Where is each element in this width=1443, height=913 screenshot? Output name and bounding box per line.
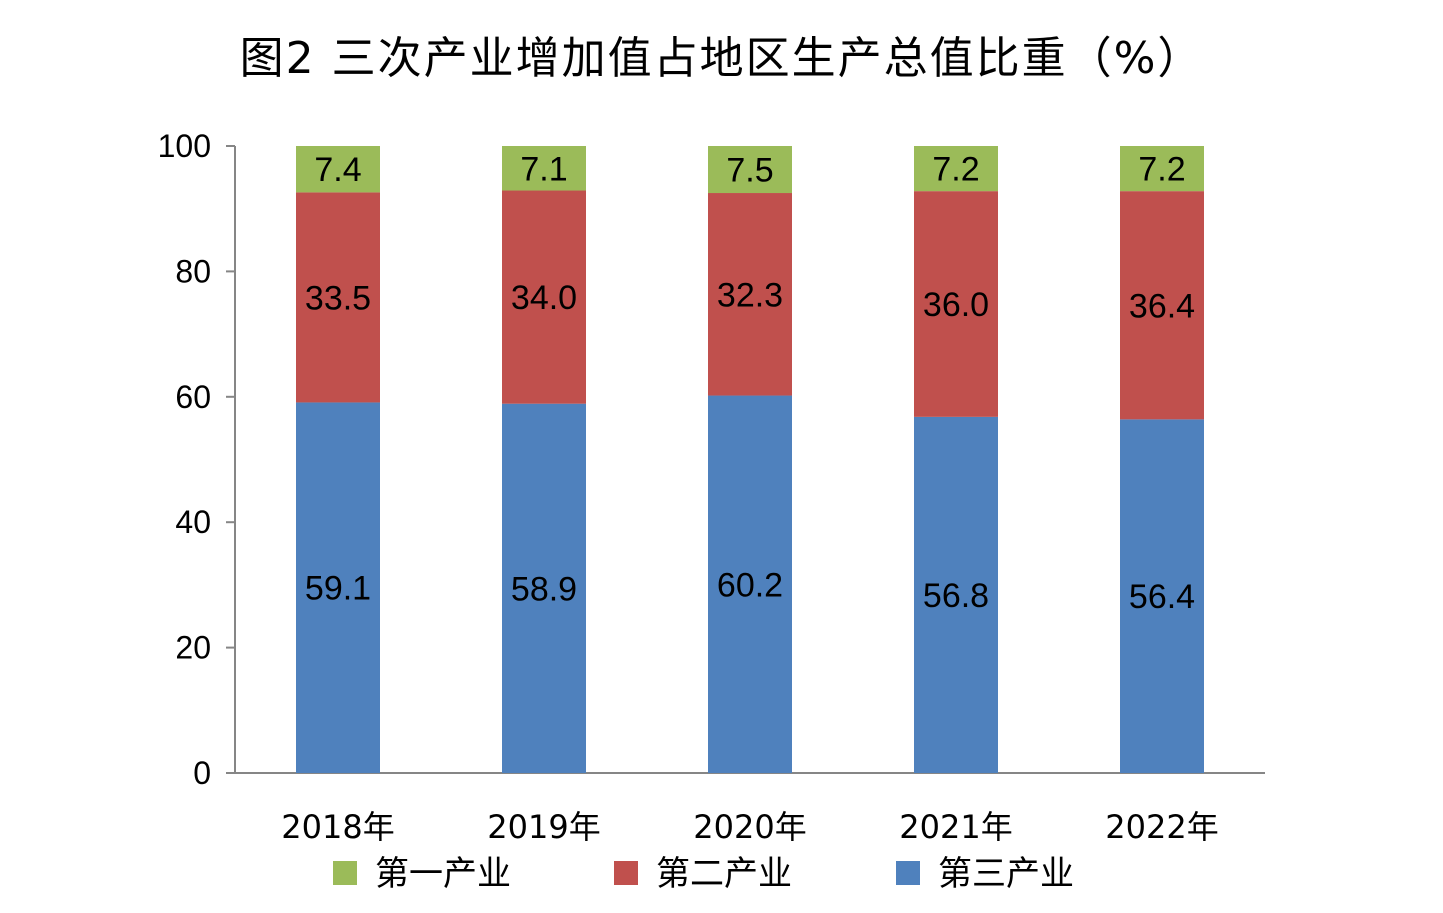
data-labels: 59.1 33.5 7.4 58.9 34.0 7.1 60.2 32.3 7.5 56.8 36.… [305, 150, 1195, 616]
data-label: 36.0 [923, 286, 989, 324]
bar-segment [296, 146, 380, 193]
bar-segment [296, 402, 380, 773]
y-tick-label: 20 [175, 630, 211, 666]
y-tick-label: 80 [175, 253, 211, 289]
legend: 第一产业 第二产业 第三产业 [333, 854, 1074, 894]
data-label: 7.4 [314, 151, 361, 189]
bar-segment [708, 193, 792, 396]
data-label: 7.2 [932, 151, 979, 189]
data-label: 7.1 [520, 150, 567, 188]
y-tick-label: 40 [175, 504, 211, 540]
bar-segment [502, 403, 586, 773]
bar-segment [914, 191, 998, 417]
x-tick-label: 2020年 [693, 808, 806, 846]
bar-segment [914, 416, 998, 773]
bar-segment [502, 146, 586, 191]
data-label: 34.0 [511, 279, 577, 317]
bar-segment [296, 192, 380, 403]
legend-swatch [333, 861, 357, 885]
data-label: 7.5 [726, 152, 773, 190]
x-tick-label: 2022年 [1105, 808, 1218, 846]
data-label: 33.5 [305, 279, 371, 317]
bar-segment [708, 146, 792, 194]
data-label: 56.8 [923, 577, 989, 615]
legend-swatch [896, 861, 920, 885]
bar-segment [1120, 419, 1204, 773]
data-label: 32.3 [717, 276, 783, 314]
x-tick-label: 2018年 [281, 808, 394, 846]
bar-segment [1120, 191, 1204, 420]
x-tick-label: 2019年 [487, 808, 600, 846]
bars [296, 146, 1204, 773]
data-label: 7.2 [1138, 151, 1185, 189]
bar-segment [1120, 146, 1204, 192]
data-label: 36.4 [1129, 287, 1195, 325]
legend-label: 第二产业 [656, 854, 792, 894]
legend-label: 第三产业 [938, 854, 1074, 894]
data-label: 56.4 [1129, 578, 1195, 616]
bar-segment [708, 395, 792, 773]
legend-label: 第一产业 [375, 854, 511, 894]
axes: 0 20 40 60 80 100 2018年 2019年 2020年 2021年 2022年 [158, 128, 1265, 846]
chart-title: 图2 三次产业增加值占地区生产总值比重（%） [239, 33, 1204, 84]
data-label: 59.1 [305, 570, 371, 608]
y-tick-label: 60 [175, 379, 211, 415]
y-tick-label: 100 [158, 128, 211, 164]
bar-segment [502, 190, 586, 404]
bar-segment [914, 146, 998, 192]
legend-swatch [614, 861, 638, 885]
data-label: 60.2 [717, 566, 783, 604]
y-tick-label: 0 [193, 755, 211, 791]
x-tick-label: 2021年 [899, 808, 1012, 846]
data-label: 58.9 [511, 570, 577, 608]
